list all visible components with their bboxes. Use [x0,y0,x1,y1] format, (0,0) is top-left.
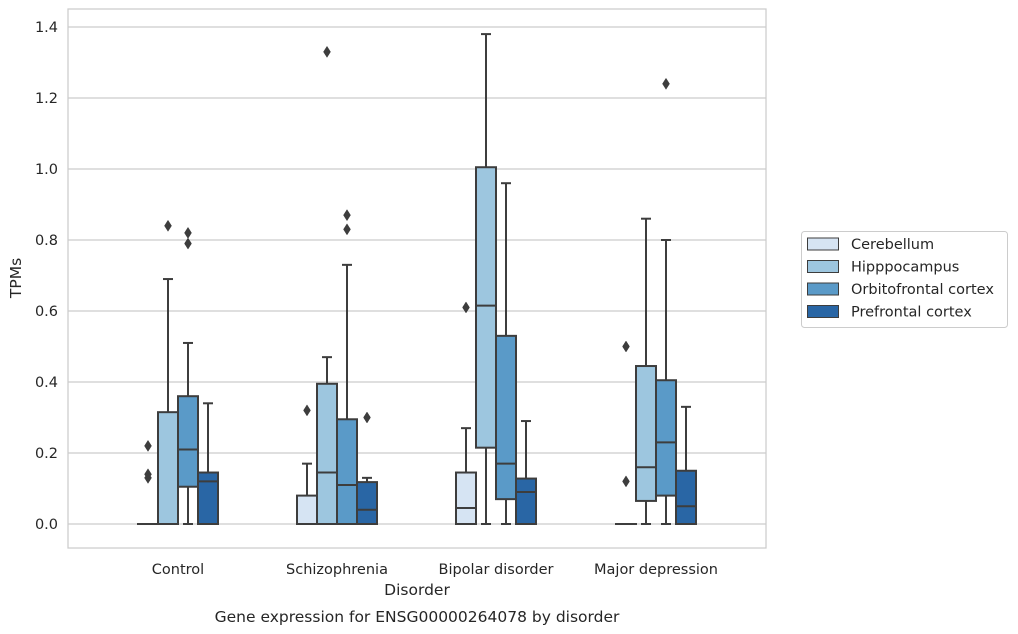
outlier-point [303,404,311,417]
y-tick-label: 0.0 [35,517,58,533]
legend-swatch [807,260,839,273]
box-orbitofrontal-cortex-3 [655,77,677,525]
box-orbitofrontal-cortex-2 [495,182,517,525]
legend-label: Orbitofrontal cortex [851,282,994,298]
legend-swatch [807,305,839,318]
box-prefrontal-cortex-0 [197,402,219,525]
box-prefrontal-cortex-2 [515,420,537,525]
x-axis-ticks: Control Schizophrenia Bipolar disorder Majo… [152,562,718,578]
outlier-point [184,237,192,250]
outlier-point [144,468,152,481]
box-cerebellum-0 [137,439,159,526]
legend-label: Hipppocampus [851,260,959,276]
y-tick-label: 1.0 [35,162,58,178]
box-body [475,166,497,449]
legend-frame [801,231,1008,328]
box-body [356,481,378,525]
outlier-point [622,340,630,353]
plot-area-frame [67,8,767,549]
outlier-point [164,219,172,232]
outlier-point [323,45,331,58]
box-body [157,411,179,525]
box-hipppocampus-1 [316,45,338,525]
box-body [635,365,657,502]
y-axis-ticks: 0.0 0.2 0.4 0.6 0.8 1.0 1.2 1.4 [35,20,58,533]
outlier-point [662,77,670,90]
box-hipppocampus-2 [475,33,497,525]
box-body [316,382,338,525]
box-hipppocampus-0 [157,219,179,525]
y-tick-label: 0.6 [35,304,58,320]
outlier-point [462,301,470,314]
box-series [137,33,697,526]
box-prefrontal-cortex-1 [356,411,378,525]
outlier-point [343,223,351,236]
y-tick-label: 0.8 [35,233,58,249]
outlier-point [343,209,351,222]
outlier-point [184,226,192,239]
y-tick-label: 0.4 [35,375,58,391]
box-cerebellum-3 [615,340,637,526]
box-hipppocampus-3 [635,217,657,525]
box-cerebellum-1 [296,404,318,526]
box-orbitofrontal-cortex-1 [336,209,358,525]
box-body [515,477,537,525]
x-tick-label: Schizophrenia [286,562,388,578]
legend: Cerebellum Hipppocampus Orbitofrontal cort… [801,231,1008,328]
x-tick-label: Control [152,562,204,578]
x-tick-label: Bipolar disorder [439,562,554,578]
box-body [675,469,697,525]
y-tick-label: 1.2 [35,91,58,107]
box-orbitofrontal-cortex-0 [177,226,199,525]
x-tick-label: Major depression [594,562,718,578]
box-body [296,494,318,526]
box-prefrontal-cortex-3 [675,405,697,525]
legend-label: Prefrontal cortex [851,305,972,321]
x-axis-label: Disorder [384,581,450,599]
y-tick-label: 1.4 [35,20,58,36]
outlier-point [144,439,152,452]
box-body [197,471,219,525]
y-axis-label: TPMs [7,258,25,299]
box-body [336,418,358,525]
box-body [177,395,199,488]
box-cerebellum-2 [455,301,477,525]
box-body [455,471,477,525]
chart-caption: Gene expression for ENSG00000264078 by d… [215,608,620,626]
legend-swatch [807,237,839,251]
box-body [495,334,517,501]
y-tick-label: 0.2 [35,446,58,462]
legend-swatch [807,282,839,296]
outlier-point [622,475,630,488]
legend-label: Cerebellum [851,237,934,253]
box-body [655,379,677,497]
outlier-point [363,411,371,424]
